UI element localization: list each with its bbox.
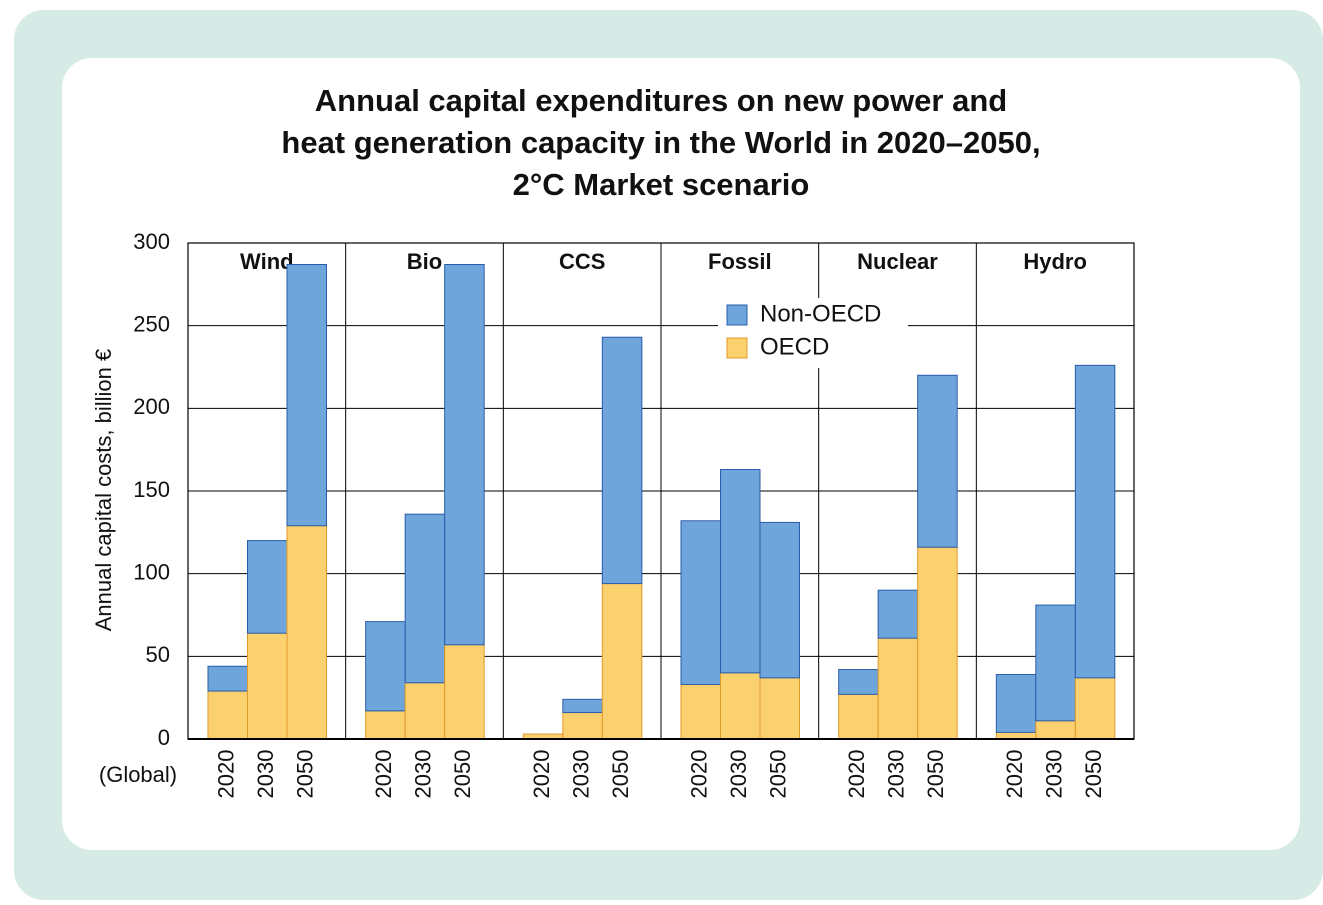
- bar-segment: [286, 263, 327, 527]
- x-tick-label: 2030: [568, 750, 593, 799]
- legend-swatch: [726, 337, 748, 359]
- bar-segment: [995, 674, 1037, 733]
- bar-segment: [601, 583, 643, 740]
- y-axis-label: Annual capital costs, billion €: [91, 349, 116, 632]
- y-tick-label: 300: [133, 229, 170, 254]
- bar-segment: [917, 546, 958, 740]
- x-tick-label: 2050: [1081, 750, 1106, 799]
- x-tick-label: 2050: [450, 750, 475, 799]
- group-label: Wind: [240, 249, 294, 274]
- bar-segment: [759, 521, 800, 679]
- bar-segment: [562, 698, 603, 714]
- chart-title: heat generation capacity in the World in…: [281, 125, 1040, 160]
- bar-segment: [877, 637, 919, 740]
- bar-segment: [365, 621, 406, 712]
- bar-segment: [365, 710, 406, 740]
- y-tick-label: 200: [133, 394, 170, 419]
- bar-segment: [838, 669, 879, 695]
- bar-segment: [1074, 677, 1116, 740]
- x-tick-label: 2020: [214, 750, 239, 799]
- bar-segment: [720, 672, 761, 740]
- group-label: Bio: [407, 249, 442, 274]
- bar-segment: [877, 589, 919, 639]
- x-tick-label: 2030: [411, 750, 436, 799]
- group-label: Hydro: [1023, 249, 1087, 274]
- group-label: CCS: [559, 249, 605, 274]
- y-tick-label: 100: [133, 559, 170, 584]
- bar-segment: [404, 682, 446, 740]
- bar-segment: [444, 263, 485, 646]
- group-label: Nuclear: [857, 249, 938, 274]
- bar-segment: [680, 520, 721, 685]
- bar-segment: [601, 336, 643, 585]
- bar-segment: [1035, 604, 1076, 722]
- bar-segment: [444, 644, 485, 740]
- bar-segment: [759, 677, 800, 740]
- x-tick-label: 2020: [844, 750, 869, 799]
- x-tick-label: 2050: [293, 750, 318, 799]
- chart-title: 2°C Market scenario: [513, 167, 810, 202]
- x-tick-label: 2030: [253, 750, 278, 799]
- group-label: Fossil: [708, 249, 772, 274]
- legend-swatch: [726, 304, 748, 326]
- x-tick-label: 2050: [766, 750, 791, 799]
- y-tick-label: 0: [158, 725, 170, 750]
- legend-label: OECD: [760, 333, 829, 360]
- bar-segment: [1074, 364, 1116, 679]
- bar-segment: [838, 693, 879, 740]
- x-tick-label: 2030: [726, 750, 751, 799]
- legend-label: Non-OECD: [760, 300, 881, 327]
- bar-segment: [286, 525, 327, 740]
- bar-segment: [720, 469, 761, 674]
- x-tick-label: 2020: [1002, 750, 1027, 799]
- bar-segment: [680, 683, 721, 740]
- bar-segment: [917, 374, 958, 548]
- x-axis-label: (Global): [99, 762, 177, 787]
- x-tick-label: 2030: [1041, 750, 1066, 799]
- y-tick-label: 250: [133, 311, 170, 336]
- bar-segment: [404, 513, 446, 684]
- x-tick-label: 2050: [608, 750, 633, 799]
- x-tick-label: 2030: [884, 750, 909, 799]
- x-tick-label: 2020: [687, 750, 712, 799]
- bar-segment: [247, 632, 288, 740]
- y-tick-label: 150: [133, 477, 170, 502]
- y-tick-label: 50: [146, 642, 170, 667]
- legend-box: [718, 298, 908, 368]
- bar-segment: [207, 690, 248, 740]
- bar-segment: [562, 712, 603, 740]
- bar-segment: [247, 540, 288, 634]
- chart-title: Annual capital expenditures on new power…: [315, 83, 1007, 118]
- x-tick-label: 2020: [371, 750, 396, 799]
- bar-segment: [207, 665, 248, 692]
- x-tick-label: 2050: [923, 750, 948, 799]
- x-tick-label: 2020: [529, 750, 554, 799]
- bar-segment: [1035, 720, 1076, 740]
